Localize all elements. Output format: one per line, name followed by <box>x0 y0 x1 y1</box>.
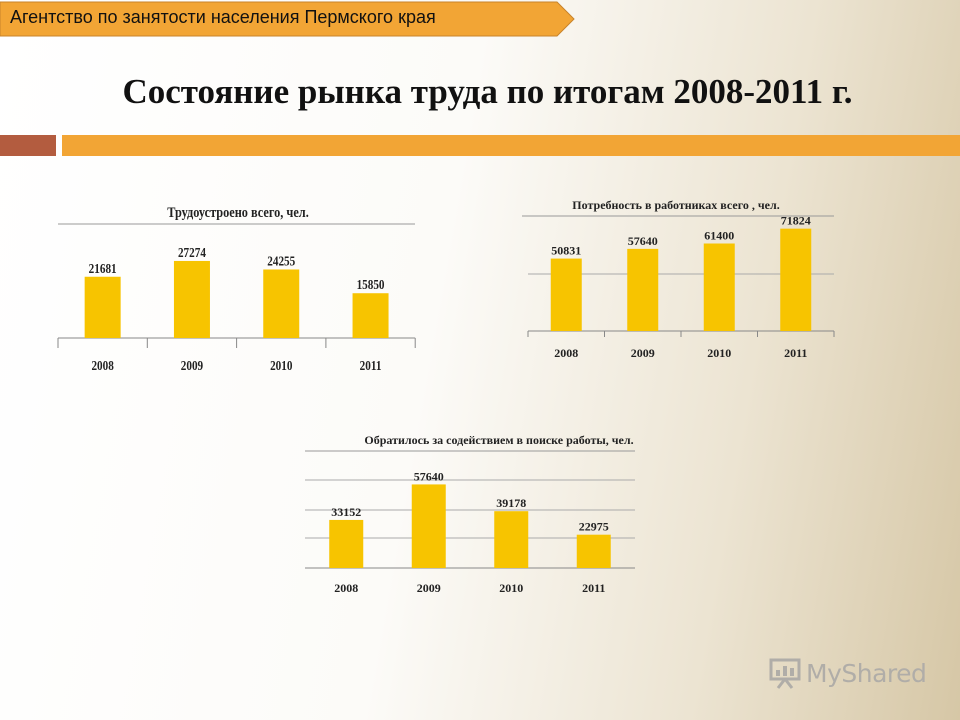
data-label-2011: 15850 <box>357 277 385 292</box>
chart-title: Трудоустроено всего, чел. <box>167 204 309 220</box>
bar-2011 <box>352 293 389 338</box>
bar-2008 <box>550 258 582 331</box>
myshared-logo: MyShared <box>768 656 938 696</box>
data-label-2009: 57640 <box>414 469 444 483</box>
logo-text: MyShared <box>806 659 927 688</box>
category-label-2008: 2008 <box>334 581 358 595</box>
bar-2009 <box>411 484 446 568</box>
bar-2008 <box>84 276 121 338</box>
category-label-2009: 2009 <box>631 346 655 360</box>
accent-stripe-left <box>0 135 56 156</box>
agency-name: Агентство по занятости населения Пермско… <box>10 7 436 27</box>
chart-employed: Трудоустроено всего, чел. 21681 2008 27274 2… <box>57 195 418 385</box>
chart-applied: Обратилось за содействием в поиске работ… <box>305 430 645 605</box>
data-label-2009: 27274 <box>178 245 207 260</box>
chart-demand: Потребность в работниках всего , чел. 508… <box>522 192 842 367</box>
category-label-2011: 2011 <box>582 581 605 595</box>
data-label-2011: 22975 <box>579 520 609 534</box>
presentation-board-icon <box>769 658 801 689</box>
bar-2010 <box>703 243 735 331</box>
category-label-2011: 2011 <box>784 346 807 360</box>
bar-2011 <box>780 228 812 331</box>
category-label-2011: 2011 <box>360 358 382 373</box>
category-label-2008: 2008 <box>91 358 113 373</box>
data-label-2009: 57640 <box>628 234 658 248</box>
data-label-2010: 39178 <box>496 496 526 510</box>
chart-title: Обратилось за содействием в поиске работ… <box>364 433 633 447</box>
chart-title: Потребность в работниках всего , чел. <box>572 198 779 212</box>
bar-2010 <box>263 269 300 338</box>
agency-tab-shape <box>0 1 575 37</box>
category-label-2010: 2010 <box>270 358 292 373</box>
category-label-2008: 2008 <box>554 346 578 360</box>
bar-2008 <box>329 519 364 568</box>
data-label-2008: 21681 <box>89 261 117 276</box>
data-label-2010: 24255 <box>267 253 295 268</box>
chart-employed-svg: Трудоустроено всего, чел. 21681 2008 27274 2… <box>57 204 416 373</box>
category-label-2009: 2009 <box>417 581 441 595</box>
bar-2009 <box>627 248 659 331</box>
data-label-2010: 61400 <box>704 229 734 243</box>
bar-2011 <box>576 534 611 568</box>
category-label-2009: 2009 <box>181 358 203 373</box>
data-label-2008: 33152 <box>331 505 361 519</box>
page-title: Состояние рынка труда по итогам 2008-201… <box>122 72 853 111</box>
chart-applied-svg: Обратилось за содействием в поиске работ… <box>305 433 635 595</box>
category-label-2010: 2010 <box>707 346 731 360</box>
data-label-2011: 71824 <box>781 214 811 228</box>
bar-2009 <box>173 260 210 338</box>
chart-demand-svg: Потребность в работниках всего , чел. 508… <box>522 198 835 360</box>
bar-2010 <box>494 511 529 568</box>
agency-tab: Агентство по занятости населения Пермско… <box>0 0 575 38</box>
category-label-2010: 2010 <box>499 581 523 595</box>
accent-stripe-right <box>62 135 960 156</box>
data-label-2008: 50831 <box>551 244 581 258</box>
